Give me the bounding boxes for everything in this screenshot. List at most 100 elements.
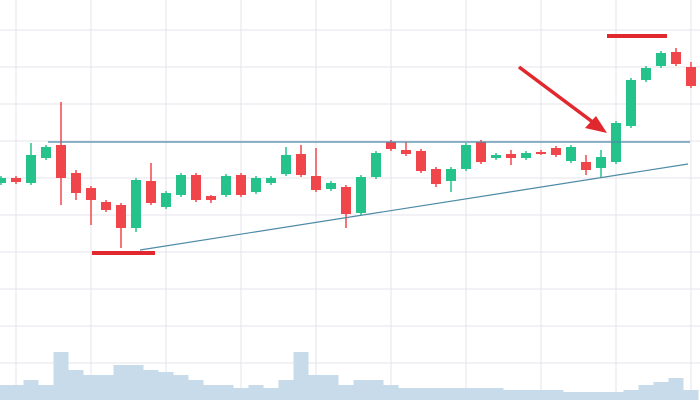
- volume-bar: [518, 390, 534, 400]
- volume-bar: [23, 380, 39, 400]
- candle-body: [491, 155, 501, 158]
- candle-body: [506, 154, 516, 158]
- volume-bar: [683, 390, 699, 400]
- candle-body: [221, 176, 231, 195]
- candle-body: [596, 157, 606, 168]
- volume-bar: [338, 385, 354, 400]
- candle-body: [56, 145, 66, 178]
- candle-body: [641, 68, 651, 80]
- volume-bar: [98, 375, 114, 400]
- arrow-head: [585, 116, 607, 133]
- volume-bar: [533, 390, 549, 400]
- volume-bar: [653, 382, 669, 400]
- candle-layer: [0, 48, 696, 248]
- candle-body: [161, 193, 171, 207]
- volume-bar: [278, 380, 294, 400]
- volume-bar: [638, 385, 654, 400]
- volume-bar: [593, 392, 609, 400]
- candle-body: [86, 188, 96, 200]
- candle-body: [566, 147, 576, 161]
- volume-bar: [458, 388, 474, 400]
- candle-body: [536, 152, 546, 154]
- candle-body: [386, 142, 396, 149]
- candle-body: [146, 181, 156, 203]
- candle-body: [0, 178, 6, 183]
- candle-body: [11, 178, 21, 182]
- volume-bar: [368, 380, 384, 400]
- candle-body: [416, 151, 426, 171]
- volume-bar: [218, 385, 234, 400]
- candle-body: [446, 169, 456, 181]
- annotations: [48, 34, 690, 255]
- volume-bar: [548, 390, 564, 400]
- volume-bar: [668, 378, 684, 400]
- candle-body: [476, 142, 486, 162]
- volume-bar: [398, 388, 414, 400]
- candle-body: [341, 187, 351, 214]
- volume-layer: [0, 352, 699, 400]
- volume-bar: [503, 390, 519, 400]
- arrow-shaft: [517, 65, 600, 128]
- volume-bar: [353, 380, 369, 400]
- candle-body: [686, 67, 696, 86]
- volume-bar: [473, 388, 489, 400]
- volume-bar: [608, 392, 624, 400]
- volume-bar: [293, 352, 309, 400]
- volume-bar: [38, 385, 54, 400]
- volume-bar: [488, 388, 504, 400]
- volume-bar: [143, 370, 159, 400]
- volume-bar: [83, 375, 99, 400]
- candle-body: [581, 162, 591, 170]
- candle-body: [176, 175, 186, 195]
- volume-bar: [248, 385, 264, 400]
- volume-bar: [233, 388, 249, 400]
- volume-bar: [323, 375, 339, 400]
- volume-bar: [383, 385, 399, 400]
- candle-body: [671, 52, 681, 64]
- candle-body: [266, 178, 276, 183]
- volume-bar: [443, 388, 459, 400]
- volume-bar: [128, 365, 144, 400]
- volume-bar: [578, 392, 594, 400]
- volume-bar: [203, 385, 219, 400]
- candle-body: [101, 202, 111, 210]
- volume-bar: [68, 370, 84, 400]
- candle-body: [626, 80, 636, 126]
- volume-bar: [563, 392, 579, 400]
- candle-body: [356, 177, 366, 213]
- volume-bar: [263, 388, 279, 400]
- candle-body: [401, 150, 411, 154]
- volume-bar: [413, 388, 429, 400]
- trend-line: [139, 163, 689, 251]
- candle-body: [281, 155, 291, 174]
- volume-bar: [623, 390, 639, 400]
- candle-body: [116, 205, 126, 228]
- candle-body: [41, 147, 51, 158]
- volume-bar: [8, 385, 24, 400]
- candle-body: [551, 148, 561, 155]
- volume-bar: [188, 380, 204, 400]
- candle-body: [236, 175, 246, 195]
- candle-body: [26, 155, 36, 183]
- candle-body: [311, 176, 321, 190]
- candle-body: [521, 153, 531, 158]
- volume-bar: [53, 352, 69, 400]
- volume-bar: [158, 372, 174, 400]
- candle-body: [371, 153, 381, 177]
- candle-body: [656, 53, 666, 66]
- candle-body: [431, 169, 441, 184]
- candle-body: [71, 173, 81, 193]
- candle-body: [296, 154, 306, 175]
- candle-body: [461, 145, 471, 169]
- volume-bar: [113, 365, 129, 400]
- volume-bar: [428, 388, 444, 400]
- candle-body: [326, 183, 336, 189]
- candle-body: [191, 175, 201, 200]
- volume-bar: [0, 385, 9, 400]
- candle-body: [131, 180, 141, 228]
- candle-body: [206, 196, 216, 200]
- volume-bar: [308, 375, 324, 400]
